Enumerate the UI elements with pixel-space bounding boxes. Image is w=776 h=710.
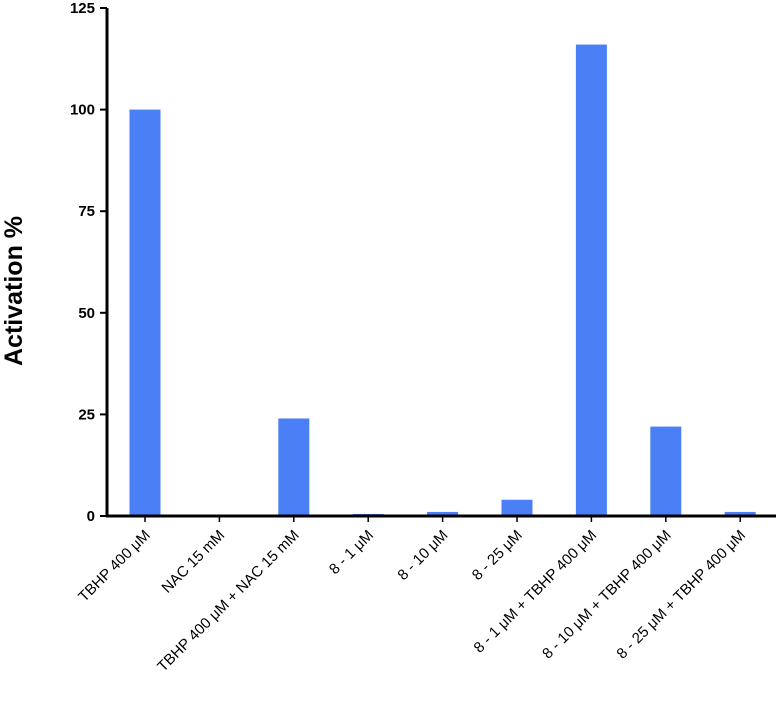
bar [427,511,459,516]
y-tick-label: 100 [70,102,95,119]
x-tick-label: 8 - 1 μM [326,527,377,578]
bar [575,44,607,517]
y-tick-label: 25 [78,406,95,423]
y-tick-label: 125 [70,0,95,17]
x-tick-label: 8 - 10 μM [394,527,451,584]
x-tick-label: 8 - 25 μM [469,527,526,584]
bar [501,499,533,516]
bar [278,418,310,516]
x-tick-label: 8 - 25 μM + TBHP 400 μM [613,527,749,663]
x-tick-label: 8 - 10 μM + TBHP 400 μM [539,527,675,663]
y-tick-label: 0 [87,508,95,525]
x-tick-label: TBHP 400 μM + NAC 15 mM [154,527,303,676]
bar [724,511,756,516]
bars [129,44,756,517]
x-tick-label: TBHP 400 μM [75,527,154,606]
y-axis-ticks: 0 25 50 75 100 125 [70,0,107,525]
bar [129,109,161,516]
x-tick-label: NAC 15 mM [158,527,228,597]
x-tick-label: 8 - 1 μM + TBHP 400 μM [471,527,601,657]
bar [650,426,682,516]
y-tick-label: 50 [78,305,95,322]
y-axis-label: Activation % [0,216,28,366]
y-tick-label: 75 [78,203,95,220]
